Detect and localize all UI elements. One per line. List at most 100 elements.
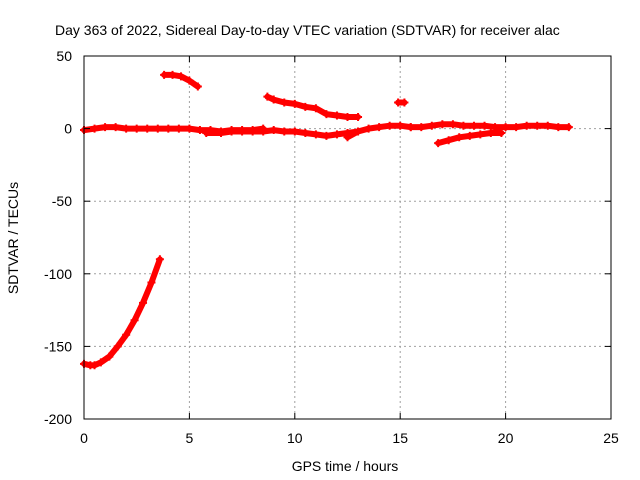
data-series bbox=[80, 70, 573, 370]
data-point bbox=[259, 127, 268, 136]
data-point bbox=[147, 278, 156, 287]
data-point bbox=[168, 70, 177, 79]
data-point bbox=[195, 126, 204, 135]
data-point bbox=[375, 123, 384, 132]
data-point bbox=[322, 131, 331, 140]
data-point bbox=[311, 104, 320, 113]
data-point bbox=[476, 130, 485, 139]
data-point bbox=[153, 124, 162, 133]
data-point bbox=[343, 133, 352, 142]
data-point bbox=[459, 121, 468, 130]
data-point bbox=[469, 121, 478, 130]
data-point bbox=[122, 330, 131, 339]
data-point bbox=[522, 121, 531, 130]
data-point bbox=[280, 127, 289, 136]
y-tick-labels: 50 0 -50 -100 -150 -200 bbox=[44, 48, 72, 427]
data-point bbox=[543, 121, 552, 130]
data-point bbox=[90, 361, 99, 370]
plot-frame bbox=[83, 55, 612, 420]
data-point bbox=[444, 136, 453, 145]
y-tick-label: -50 bbox=[52, 193, 72, 209]
data-point bbox=[486, 128, 495, 137]
y-tick-label: -200 bbox=[44, 411, 72, 427]
data-point bbox=[269, 126, 278, 135]
data-point bbox=[438, 120, 447, 129]
data-point bbox=[185, 76, 194, 85]
data-point bbox=[455, 133, 464, 142]
x-tick-label: 5 bbox=[186, 430, 194, 446]
data-point bbox=[364, 124, 373, 133]
data-point bbox=[185, 124, 194, 133]
data-point bbox=[130, 316, 139, 325]
y-tick-label: 50 bbox=[56, 48, 72, 64]
data-point bbox=[533, 121, 542, 130]
data-point bbox=[155, 255, 164, 264]
data-point bbox=[301, 102, 310, 111]
data-point bbox=[101, 123, 110, 132]
data-point bbox=[396, 121, 405, 130]
data-point bbox=[139, 298, 148, 307]
data-point bbox=[113, 342, 122, 351]
data-point bbox=[448, 120, 457, 129]
data-point bbox=[343, 112, 352, 121]
y-axis-label: SDTVAR / TECUs bbox=[5, 182, 21, 294]
data-point bbox=[332, 111, 341, 120]
data-point bbox=[174, 124, 183, 133]
data-point bbox=[227, 127, 236, 136]
chart-title: Day 363 of 2022, Sidereal Day-to-day VTE… bbox=[55, 22, 560, 38]
series-arc-1 bbox=[81, 256, 163, 369]
x-tick-label: 25 bbox=[603, 430, 619, 446]
data-point bbox=[90, 124, 99, 133]
data-point bbox=[202, 128, 211, 137]
data-point bbox=[238, 127, 247, 136]
data-point bbox=[193, 82, 202, 91]
y-tick-label: -150 bbox=[44, 338, 72, 354]
data-point bbox=[290, 127, 299, 136]
data-point bbox=[564, 123, 573, 132]
data-point bbox=[332, 130, 341, 139]
data-point bbox=[311, 130, 320, 139]
data-point bbox=[512, 123, 521, 132]
data-point bbox=[354, 127, 363, 136]
data-point bbox=[164, 124, 173, 133]
data-point bbox=[406, 123, 415, 132]
data-point bbox=[322, 110, 331, 119]
data-point bbox=[132, 124, 141, 133]
data-point bbox=[290, 99, 299, 108]
data-point bbox=[554, 123, 563, 132]
data-point bbox=[497, 128, 506, 137]
x-tick-label: 15 bbox=[392, 430, 408, 446]
data-point bbox=[465, 131, 474, 140]
data-point bbox=[491, 123, 500, 132]
y-tick-label: 0 bbox=[64, 121, 72, 137]
data-point bbox=[427, 121, 436, 130]
y-tick-label: -100 bbox=[44, 266, 72, 282]
data-point bbox=[434, 139, 443, 148]
series-arc-5 bbox=[264, 93, 361, 120]
data-point bbox=[96, 358, 105, 367]
data-point bbox=[143, 124, 152, 133]
data-point bbox=[354, 112, 363, 121]
x-tick-label: 10 bbox=[287, 430, 303, 446]
data-point bbox=[217, 128, 226, 137]
x-tick-labels: 0 5 10 15 20 25 bbox=[80, 430, 619, 446]
data-point bbox=[280, 98, 289, 107]
x-tick-label: 20 bbox=[498, 430, 514, 446]
data-point bbox=[105, 352, 114, 361]
data-point bbox=[176, 72, 185, 81]
grid-lines bbox=[84, 56, 611, 419]
data-point bbox=[263, 92, 272, 101]
data-point bbox=[400, 98, 409, 107]
axis-ticks bbox=[83, 55, 612, 420]
data-point bbox=[248, 127, 257, 136]
data-point bbox=[122, 124, 131, 133]
data-point bbox=[160, 70, 169, 79]
data-point bbox=[269, 95, 278, 104]
data-point bbox=[385, 121, 394, 130]
x-axis-label: GPS time / hours bbox=[292, 458, 399, 474]
data-point bbox=[111, 123, 120, 132]
series-arc-8 bbox=[407, 121, 572, 131]
data-point bbox=[301, 128, 310, 137]
data-point bbox=[501, 123, 510, 132]
